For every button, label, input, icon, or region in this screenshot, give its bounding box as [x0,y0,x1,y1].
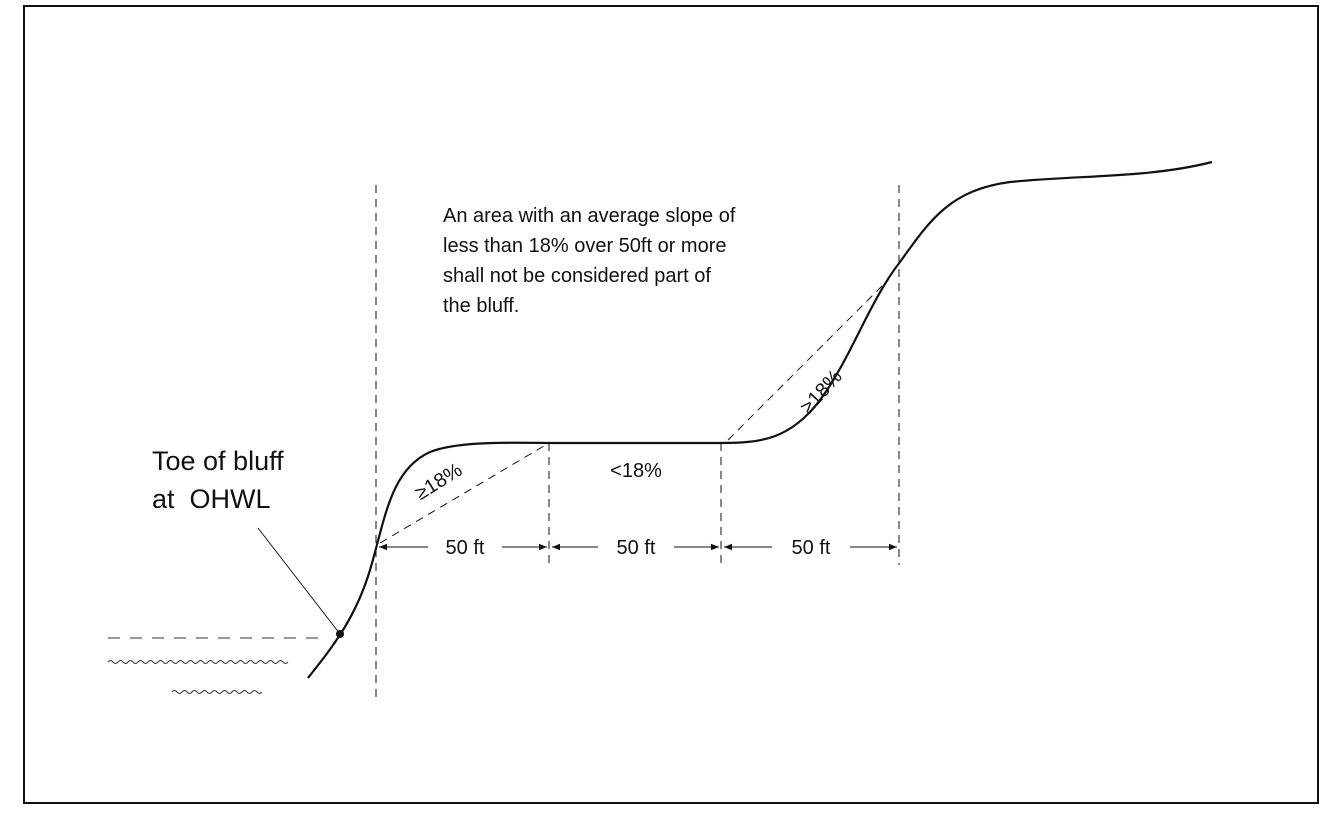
slope-line [379,442,550,544]
dimension-label: 50 ft [617,537,656,559]
slope-label: <18% [610,460,662,482]
water-wave [171,690,263,694]
note-text: An area with an average slope of [443,205,736,227]
note-text: the bluff. [443,295,519,317]
dimension-label: 50 ft [446,537,485,559]
slope-line [727,279,889,441]
bluff-profile [307,160,1213,679]
leader-line [257,527,341,635]
dimension-label: 50 ft [792,537,831,559]
note-text: less than 18% over 50ft or more [443,235,726,257]
slope-label: ≥18% [796,366,847,419]
note-text: shall not be considered part of [443,265,711,287]
toe-point [336,630,344,638]
callout-text: Toe of bluff [152,446,284,476]
frame [23,5,1319,804]
slope-label: ≥18% [411,459,466,505]
reference-lines [375,185,900,700]
water-wave [107,660,289,664]
callout-text: at OHWL [152,484,271,514]
